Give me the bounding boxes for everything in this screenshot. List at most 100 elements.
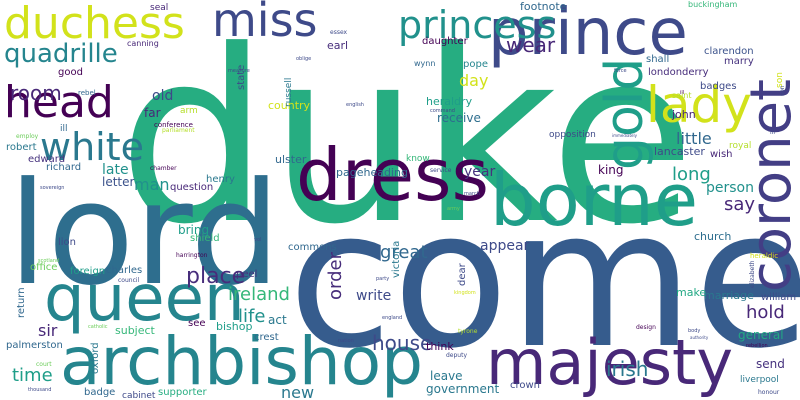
word-seal: seal [150, 3, 168, 13]
word-oblige: oblige [296, 56, 311, 62]
word-year: year [464, 164, 495, 180]
word-receive: receive [437, 111, 481, 125]
word-londonderry: londonderry [648, 67, 709, 78]
word-march: march [464, 191, 480, 197]
word-question: question [170, 182, 213, 193]
word-ill: ill [60, 124, 68, 134]
word-archbishop: archbishop [60, 323, 423, 400]
word-john: john [671, 108, 696, 121]
word-wear: wear [506, 33, 556, 57]
word-late: late [102, 162, 129, 178]
word-ill: ill [680, 90, 684, 96]
word-queen: queen [44, 262, 245, 336]
word-daughter: daughter [422, 36, 469, 47]
word-liverpool: liverpool [740, 375, 779, 385]
word-country: country [268, 99, 311, 112]
word-shield: shield [190, 233, 220, 244]
word-english: english [346, 102, 364, 108]
word-church: church [694, 230, 731, 243]
word-arm: arm [180, 106, 198, 116]
word-wish: wish [710, 149, 733, 160]
word-gold: gold [595, 58, 655, 170]
word-borne: borne [490, 158, 698, 242]
word-pope: pope [463, 59, 488, 70]
word-army: army [447, 206, 460, 212]
word-room: room [10, 81, 62, 105]
word-house: house [372, 331, 432, 355]
word-little: little [676, 129, 712, 148]
word-saint: saint [672, 91, 692, 100]
word-lord: lord [8, 152, 280, 317]
word-chamber: chamber [150, 165, 177, 172]
word-command: command [430, 108, 455, 114]
word-sir: sir [38, 321, 58, 340]
word-come: come [288, 169, 800, 390]
word-measure: measure [228, 68, 250, 74]
word-robert: robert [6, 142, 37, 153]
word-order: order [325, 251, 346, 300]
word-ill: ill [770, 129, 775, 136]
word-commons: commons [288, 242, 337, 253]
word-shall: shall [646, 54, 669, 65]
word-wynn: wynn [414, 59, 435, 68]
word-kingdom: kingdom [454, 290, 476, 296]
word-majesty: majesty [486, 326, 733, 399]
word-elizabeth: elizabeth [749, 260, 756, 288]
word-palmerston: palmerston [6, 340, 63, 351]
word-subject: subject [115, 324, 156, 337]
word-office: office [30, 262, 57, 273]
word-badges: badges [700, 81, 737, 92]
word-court: court [36, 361, 52, 368]
word-time: time [12, 365, 53, 386]
word-marriage: marriage [704, 289, 754, 302]
word-heraldic: heraldic [750, 252, 778, 260]
word-white: white [40, 125, 144, 169]
word-lady: lady [646, 76, 752, 134]
word-vol: vol [254, 237, 261, 243]
word-long: long [672, 164, 711, 185]
word-parliament: parliament [162, 127, 195, 134]
word-government: government [426, 382, 499, 396]
word-new: new [281, 383, 314, 400]
word-duchess: duchess [4, 0, 185, 49]
word-harrington: harrington [176, 252, 208, 259]
word-ireland: ireland [228, 284, 290, 305]
word-crest: crest [254, 332, 279, 343]
word-know: know [406, 154, 430, 164]
word-great: great [380, 242, 428, 263]
word-see: see [188, 318, 206, 329]
word-place: place [186, 264, 245, 289]
word-henry: henry [206, 174, 235, 185]
word-canning: canning [127, 39, 159, 48]
word-bring: bring [178, 223, 209, 237]
word-england: england [382, 315, 402, 321]
word-quadrille: quadrille [4, 39, 118, 69]
word-honour: honour [758, 389, 780, 396]
word-richard: richard [46, 162, 81, 173]
word-service: service [430, 167, 452, 174]
word-immediately: immediately [612, 133, 638, 138]
word-son: son [775, 72, 785, 88]
word-catholic: catholic [88, 324, 108, 330]
word-man: man [134, 175, 170, 194]
word-employ: employ [16, 133, 39, 140]
word-lion: lion [58, 237, 76, 248]
word-force: force [614, 68, 627, 74]
word-crown: crown [510, 380, 540, 391]
word-appear: appear [480, 238, 530, 254]
word-deputy: deputy [446, 352, 467, 359]
word-authority: authority [690, 335, 709, 340]
word-conference: conference [154, 121, 193, 129]
word-lancaster: lancaster [654, 145, 705, 158]
word-council: council [118, 277, 140, 284]
word-earl: earl [327, 39, 348, 52]
word-make: make [676, 286, 706, 299]
word-body: body [688, 328, 700, 334]
word-coronet: coronet [739, 79, 800, 292]
word-royal: royal [729, 141, 751, 151]
word-design: design [636, 324, 656, 331]
word-pageheading: pageheading [336, 166, 408, 179]
word-dress: dress [296, 133, 489, 217]
word-thousand: thousand [28, 387, 51, 393]
